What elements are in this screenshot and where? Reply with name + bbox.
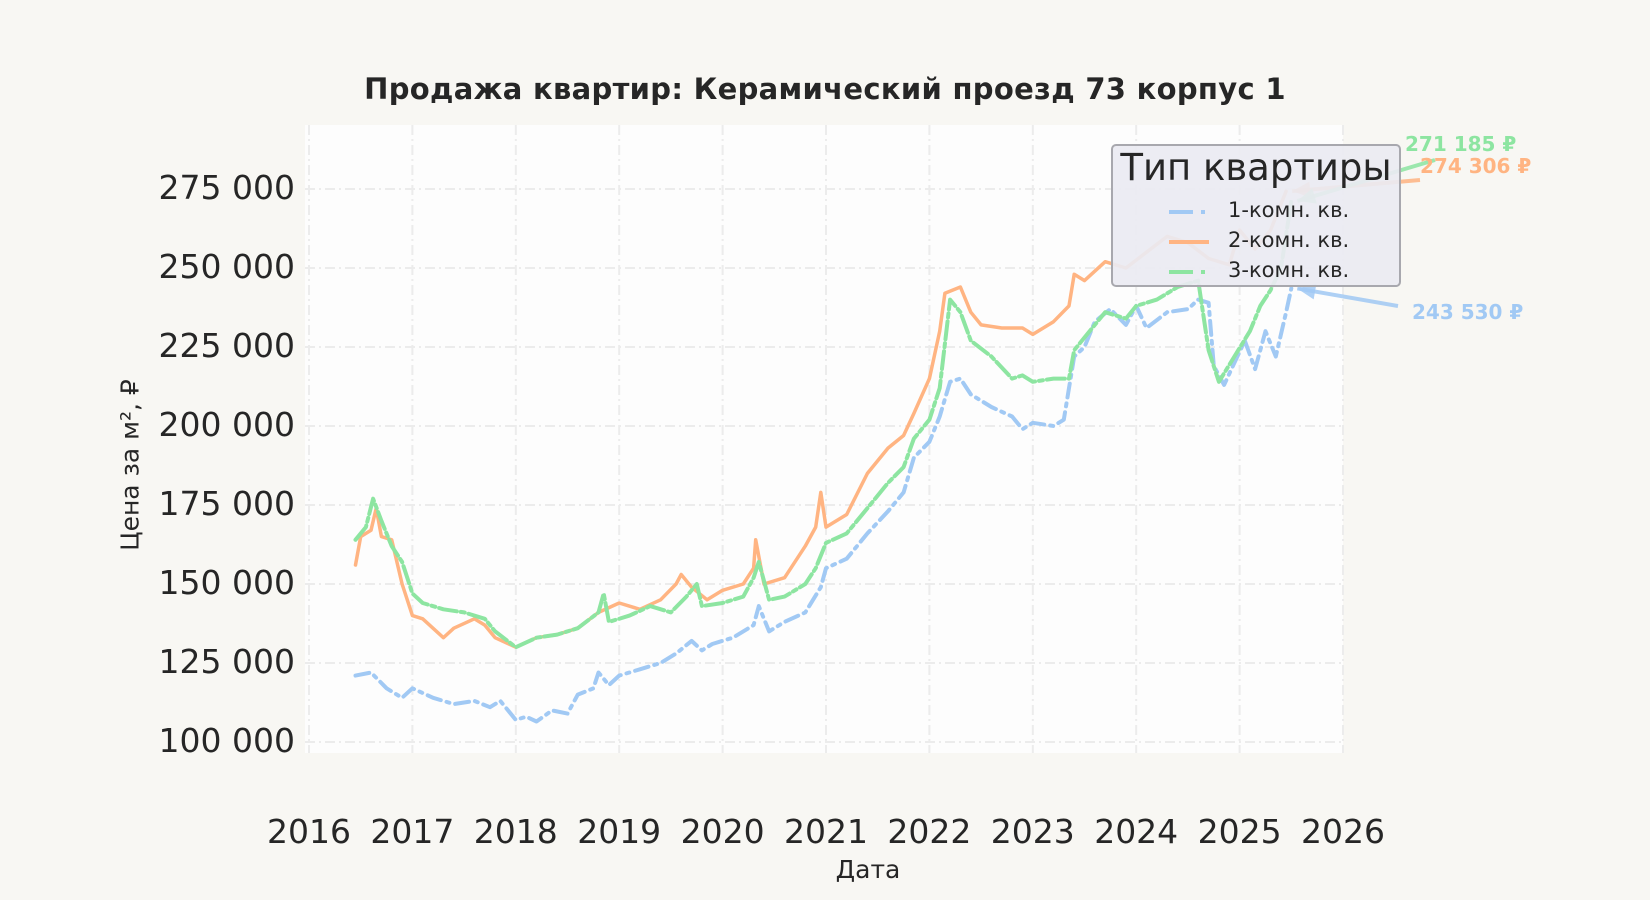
series-line (353, 199, 1294, 650)
x-tick-label: 2019 (577, 812, 662, 851)
y-tick-label: 250 000 (158, 247, 295, 286)
x-axis-label: Дата (835, 855, 901, 884)
x-tick-label: 2026 (1301, 812, 1385, 851)
legend-item-2room[interactable]: 2-комн. кв. (1113, 228, 1399, 256)
legend-label-3room: 3-комн. кв. (1228, 258, 1350, 282)
x-tick-label: 2022 (887, 812, 972, 851)
y-tick-label: 175 000 (158, 484, 295, 523)
x-tick-label: 2023 (990, 812, 1075, 851)
legend-label-2room: 2-комн. кв. (1228, 228, 1350, 252)
x-tick-label: 2018 (473, 812, 558, 851)
end-label-1room: 243 530 ₽ (1412, 300, 1524, 324)
y-axis-label: Цена за м², ₽ (115, 379, 145, 551)
y-tick-label: 225 000 (158, 326, 295, 365)
x-tick-label: 2017 (370, 812, 455, 851)
legend-title: Тип квартиры (1120, 146, 1392, 189)
legend-swatch-2room (1169, 240, 1209, 244)
y-tick-label: 275 000 (158, 168, 295, 207)
series-lines (353, 189, 1294, 724)
legend-swatch-1room (1169, 210, 1209, 214)
x-tick-label: 2021 (784, 812, 868, 851)
legend-swatch-3room (1169, 270, 1209, 274)
y-tick-label: 100 000 (158, 721, 295, 760)
chart-title: Продажа квартир: Керамический проезд 73 … (364, 72, 1286, 106)
y-tick-label: 150 000 (158, 563, 295, 602)
legend-item-1room[interactable]: 1-комн. кв. (1113, 198, 1399, 226)
series-line (353, 286, 1294, 724)
x-tick-label: 2025 (1197, 812, 1282, 851)
legend-label-1room: 1-комн. кв. (1228, 198, 1350, 222)
y-tick-label: 125 000 (158, 642, 295, 681)
series-line (353, 189, 1288, 649)
y-tick-label: 200 000 (158, 405, 295, 444)
end-label-3room: 271 185 ₽ (1405, 132, 1517, 156)
x-tick-label: 2016 (267, 812, 351, 851)
end-label-2room: 274 306 ₽ (1420, 154, 1532, 178)
legend-item-3room[interactable]: 3-комн. кв. (1113, 258, 1399, 286)
x-tick-label: 2020 (680, 812, 765, 851)
x-tick-label: 2024 (1094, 812, 1179, 851)
legend: Тип квартиры 1-комн. кв. 2-комн. кв. 3-к… (1111, 144, 1401, 287)
